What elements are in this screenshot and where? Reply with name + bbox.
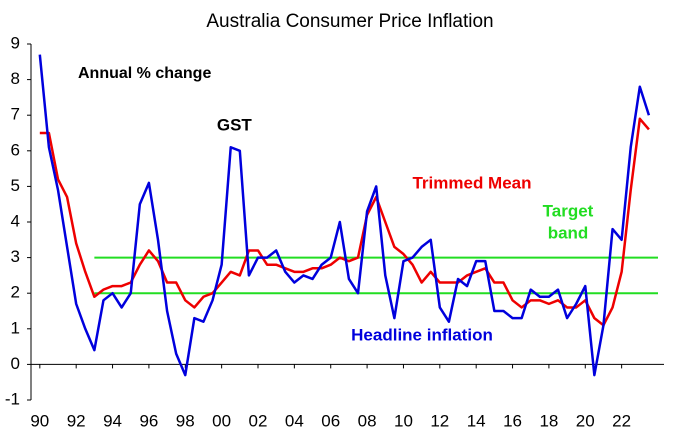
x-tick-label: 08 [358,411,377,430]
y-tick-label: -1 [5,389,20,408]
x-tick-label: 16 [503,411,522,430]
x-tick-label: 94 [103,411,122,430]
x-tick-label: 96 [139,411,158,430]
x-tick-label: 92 [67,411,86,430]
series-line [39,117,650,327]
y-tick-label: 0 [11,354,20,373]
x-tick-label: 02 [249,411,268,430]
series-label: Headline inflation [351,325,493,344]
x-tick-label: 90 [30,411,49,430]
annotation: GST [217,115,253,134]
subtitle: Annual % change [78,65,211,82]
target-band-label: Target [543,201,594,220]
chart-title: Australia Consumer Price Inflation [206,11,493,32]
x-tick-label: 04 [285,411,304,430]
y-tick-label: 2 [11,283,20,302]
x-tick-label: 98 [176,411,195,430]
x-tick-label: 10 [394,411,413,430]
y-tick-label: 1 [11,318,20,337]
x-tick-label: 00 [212,411,231,430]
x-tick-label: 12 [430,411,449,430]
series-label: Trimmed Mean [412,173,531,192]
series-line [38,54,651,377]
y-tick-label: 7 [11,105,20,124]
y-tick-label: 4 [11,211,20,230]
y-tick-label: 6 [11,140,20,159]
y-tick-label: 9 [11,33,20,52]
y-tick-label: 5 [11,176,20,195]
y-tick-label: 3 [11,247,20,266]
target-band-label: band [548,223,589,242]
x-tick-label: 06 [321,411,340,430]
y-tick-label: 8 [11,69,20,88]
x-tick-label: 20 [576,411,595,430]
x-tick-label: 14 [467,411,486,430]
x-tick-label: 22 [612,411,631,430]
x-tick-label: 18 [539,411,558,430]
